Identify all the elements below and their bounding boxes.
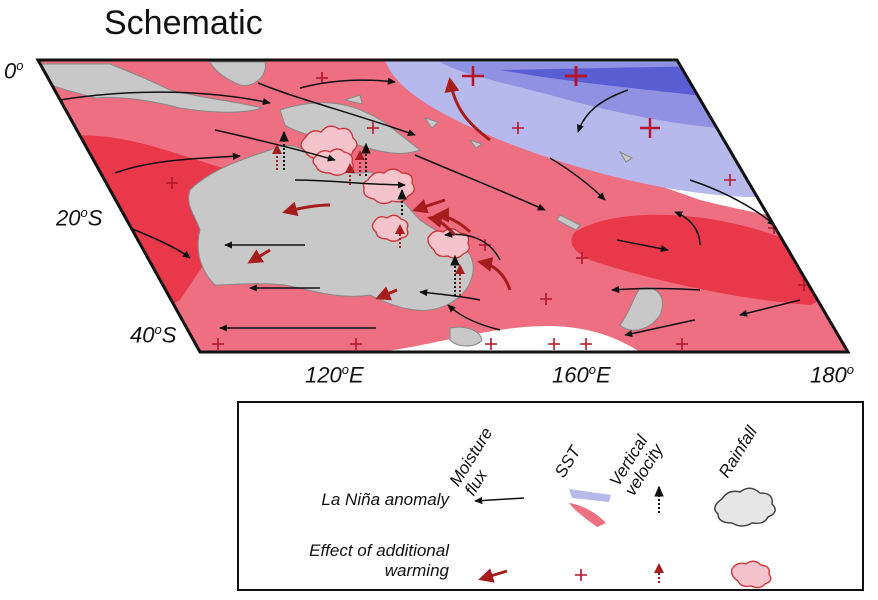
red-arrow-icon [412, 198, 446, 214]
red-arrow-icon [434, 207, 472, 234]
black-arrow-icon [299, 77, 396, 89]
plus-icon [548, 338, 560, 350]
black-arrow-icon [444, 230, 501, 261]
map-frame [35, 58, 851, 354]
plus-icon [640, 118, 660, 138]
lat-label-20s: 20oS [56, 205, 103, 231]
black-arrow-icon [419, 289, 481, 301]
black-arrow-icon [447, 304, 501, 331]
figure-title: Schematic [104, 4, 263, 42]
warm-sst-swatch [569, 503, 606, 527]
red-arrow-icon [427, 213, 457, 237]
legend-row-la-nina: La Niña anomaly [321, 490, 449, 509]
black-arrow-icon [414, 154, 546, 211]
cool-sst-core [500, 66, 735, 100]
legend-row-warming: Effect of additional warming [309, 541, 449, 580]
plus-icon [485, 338, 497, 350]
cloud-icon [371, 214, 409, 242]
black-arrow-icon [294, 179, 406, 189]
warming-flux-arrows [247, 77, 512, 301]
vertical-velocity-arrows [272, 130, 465, 296]
lon-label-120e: 120oE [305, 362, 364, 388]
red-arrow-icon [478, 568, 508, 583]
pacific-islands-land [343, 94, 633, 163]
plus-icon [316, 72, 328, 84]
tasmania-land [449, 326, 483, 347]
plus-icon [367, 122, 379, 134]
black-arrow-icon [549, 157, 606, 201]
plus-icon [580, 338, 592, 350]
lat-label-0: 0o [4, 58, 24, 84]
plus-icon [462, 66, 484, 86]
black-arrow-icon [689, 179, 776, 226]
black-arrow-icon [739, 299, 801, 317]
philippines-land [209, 61, 266, 86]
black-arrow-icon [624, 319, 696, 338]
black-arrow-icon [129, 227, 191, 259]
plus-icon [212, 338, 224, 350]
plus-icon [576, 252, 588, 264]
lat-label-40s: 40oS [130, 322, 177, 348]
plus-icon [724, 174, 736, 186]
plus-icon [540, 293, 552, 305]
plus-icon [575, 569, 587, 581]
red-arrow-icon [444, 77, 491, 142]
new-zealand-land [619, 286, 663, 331]
black-arrow-icon [611, 285, 701, 294]
plus-icon [512, 122, 524, 134]
legend-box: Moisture flux SST Vertical velocity Rain… [237, 401, 864, 591]
plus-icon [565, 66, 587, 86]
cloud-icon [714, 487, 776, 527]
legend-symbols [474, 485, 776, 589]
cool-sst-swatch [569, 489, 611, 502]
plus-icon [350, 338, 362, 350]
indonesia-land [39, 63, 264, 113]
red-arrow-icon [375, 286, 398, 301]
plus-markers [166, 66, 810, 350]
red-arrow-icon [247, 248, 271, 264]
plus-icon [676, 338, 688, 350]
black-arrow-icon [59, 91, 271, 106]
black-arrow-icon [474, 496, 525, 505]
red-arrow-icon [477, 257, 512, 291]
black-arrow-icon [674, 211, 701, 246]
plus-icon [166, 177, 178, 189]
black-arrow-icon [257, 82, 416, 136]
red-arrow-icon [282, 201, 331, 217]
black-arrow-icon [616, 239, 669, 253]
la-nina-flux-arrows [59, 77, 813, 338]
black-arrow-icon [576, 89, 629, 133]
black-arrow-icon [114, 152, 241, 174]
lon-label-180: 180o [810, 362, 854, 388]
black-arrow-icon [799, 224, 813, 266]
cloud-icon [730, 560, 772, 589]
lon-label-160e: 160oE [552, 362, 611, 388]
warm-sst-strong-east [571, 214, 824, 305]
new-caledonia-land [556, 214, 581, 231]
